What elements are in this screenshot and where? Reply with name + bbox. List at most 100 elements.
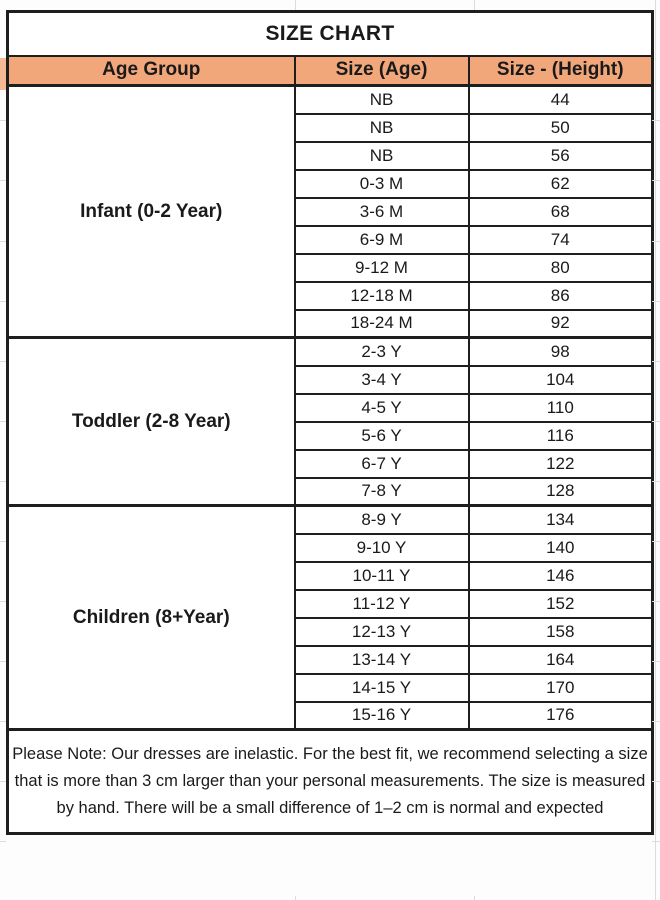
column-header-size-age: Size (Age) [293, 54, 470, 87]
size-age-cell: 7-8 Y [293, 476, 470, 507]
size-height-cell: 104 [467, 364, 654, 395]
spreadsheet-gridline [652, 301, 660, 302]
size-age-cell: 3-6 M [293, 196, 470, 227]
spreadsheet-gridline [652, 180, 660, 181]
spreadsheet-gridline [0, 601, 6, 602]
size-height-cell: 128 [467, 476, 654, 507]
spreadsheet-gridline [0, 661, 6, 662]
table-row: 0-3 M 62 [8, 168, 654, 199]
size-height-cell: 158 [467, 616, 654, 647]
spreadsheet-gridline [652, 541, 660, 542]
note-text: Please Note: Our dresses are inelastic. … [7, 728, 653, 834]
spreadsheet-gridline [474, 0, 475, 10]
spreadsheet-gridline [0, 481, 6, 482]
size-chart-table: SIZE CHART Age Group Size (Age) Size - (… [6, 10, 654, 835]
size-age-cell: 11-12 Y [293, 588, 470, 619]
size-height-cell: 92 [467, 308, 654, 339]
size-age-cell: 3-4 Y [293, 364, 470, 395]
table-row: 5-6 Y 116 [8, 420, 654, 451]
size-age-cell: 6-9 M [293, 224, 470, 255]
spreadsheet-gridline [652, 421, 660, 422]
spreadsheet-gridline [0, 421, 6, 422]
size-height-cell: 116 [467, 420, 654, 451]
spreadsheet-gridline [652, 361, 660, 362]
table-row: Infant (0-2 Year) NB 44 [6, 84, 654, 339]
size-table-body: Infant (0-2 Year) NB 44 NB 50 NB 56 0-3 M 62 3-6 … [6, 84, 654, 731]
page-title: SIZE CHART [7, 11, 653, 57]
size-age-cell: 9-12 M [293, 252, 470, 283]
spreadsheet-gridline [0, 721, 6, 722]
spreadsheet-gridline [652, 721, 660, 722]
size-age-cell: 14-15 Y [293, 672, 470, 703]
spreadsheet-gridline [474, 896, 475, 900]
column-header-age-group: Age Group [6, 54, 296, 87]
header-fill-bleed [0, 58, 6, 90]
spreadsheet-gridline [652, 481, 660, 482]
size-height-cell: 170 [467, 672, 654, 703]
size-height-cell: 44 [467, 84, 654, 115]
size-age-cell: 10-11 Y [293, 560, 470, 591]
table-row: 4-5 Y 110 [8, 392, 654, 423]
table-row: 3-6 M 68 [8, 196, 654, 227]
size-age-cell: NB [293, 84, 470, 115]
size-height-cell: 122 [467, 448, 654, 479]
spreadsheet-gridline [652, 781, 660, 782]
size-age-cell: 0-3 M [293, 168, 470, 199]
table-row: 18-24 M 92 [8, 308, 654, 339]
size-height-cell: 176 [467, 700, 654, 731]
spreadsheet-gridline [652, 661, 660, 662]
size-age-cell: NB [293, 140, 470, 171]
size-height-cell: 80 [467, 252, 654, 283]
size-age-cell: 4-5 Y [293, 392, 470, 423]
spreadsheet-gridline [0, 361, 6, 362]
spreadsheet-gridline [295, 0, 296, 10]
size-age-cell: 12-18 M [293, 280, 470, 311]
size-age-cell: NB [293, 112, 470, 143]
size-age-cell: 6-7 Y [293, 448, 470, 479]
spreadsheet-gridline [0, 180, 6, 181]
size-age-cell: 18-24 M [293, 308, 470, 339]
title-row: SIZE CHART [7, 11, 653, 57]
table-row: Children (8+Year) 8-9 Y 134 [6, 504, 654, 731]
spreadsheet-gridline [652, 601, 660, 602]
size-height-cell: 62 [467, 168, 654, 199]
size-height-cell: 50 [467, 112, 654, 143]
size-height-cell: 146 [467, 560, 654, 591]
size-height-cell: 152 [467, 588, 654, 619]
size-height-cell: 110 [467, 392, 654, 423]
size-height-cell: 68 [467, 196, 654, 227]
table-row: Toddler (2-8 Year) 2-3 Y 98 [6, 336, 654, 507]
size-age-cell: 13-14 Y [293, 644, 470, 675]
size-age-cell: 8-9 Y [293, 504, 470, 535]
table-row: 12-18 M 86 [8, 280, 654, 311]
spreadsheet-gridline [652, 120, 660, 121]
table-row: 12-13 Y 158 [8, 616, 654, 647]
spreadsheet-gridline [655, 0, 656, 900]
column-header-row: Age Group Size (Age) Size - (Height) [6, 54, 654, 87]
size-height-cell: 140 [467, 532, 654, 563]
spreadsheet-gridline [652, 241, 660, 242]
table-row: 13-14 Y 164 [8, 644, 654, 675]
table-row: 3-4 Y 104 [8, 364, 654, 395]
size-height-cell: 164 [467, 644, 654, 675]
table-row: 6-9 M 74 [8, 224, 654, 255]
size-height-cell: 74 [467, 224, 654, 255]
size-height-cell: 134 [467, 504, 654, 535]
spreadsheet-gridline [652, 841, 660, 842]
table-row: 10-11 Y 146 [8, 560, 654, 591]
table-row: 9-12 M 80 [8, 252, 654, 283]
table-row: NB 56 [8, 140, 654, 171]
age-group-cell: Infant (0-2 Year) [6, 84, 296, 339]
spreadsheet-gridline [0, 541, 6, 542]
table-row: NB 50 [8, 112, 654, 143]
size-age-cell: 9-10 Y [293, 532, 470, 563]
spreadsheet-gridline [0, 781, 6, 782]
spreadsheet-gridline [0, 120, 6, 121]
size-age-cell: 12-13 Y [293, 616, 470, 647]
age-group-cell: Children (8+Year) [6, 504, 296, 731]
size-height-cell: 98 [467, 336, 654, 367]
size-height-cell: 86 [467, 280, 654, 311]
table-row: 9-10 Y 140 [8, 532, 654, 563]
spreadsheet-gridline [295, 896, 296, 900]
